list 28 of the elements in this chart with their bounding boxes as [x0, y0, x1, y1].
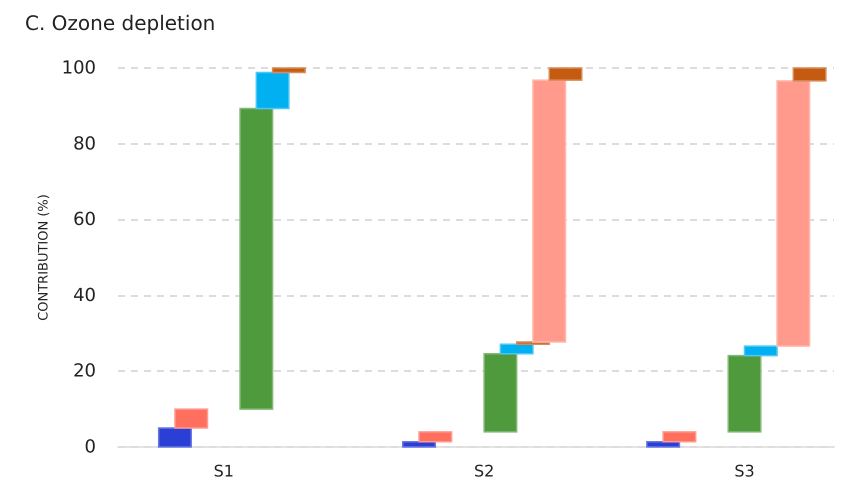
- x-tick-label: S2: [474, 462, 494, 480]
- bar: [792, 67, 827, 82]
- bar: [272, 67, 306, 74]
- bar: [483, 353, 518, 433]
- x-tick-label: S3: [734, 462, 755, 480]
- x-tick-label: S1: [214, 462, 234, 480]
- bar: [776, 80, 810, 347]
- y-tick-label: 0: [84, 436, 96, 458]
- bar: [727, 354, 762, 433]
- y-tick-label: 60: [73, 209, 96, 230]
- bar: [548, 67, 583, 81]
- y-tick-label: 80: [73, 133, 96, 154]
- bar: [158, 427, 192, 448]
- bar: [646, 440, 680, 448]
- y-tick-label: 100: [62, 58, 96, 78]
- bar: [174, 408, 208, 429]
- bar: [500, 344, 534, 355]
- y-axis-title: CONTRIBUTION (%): [36, 194, 52, 321]
- bar: [662, 431, 696, 442]
- y-tick-label: 40: [73, 284, 96, 306]
- bar: [744, 345, 778, 356]
- y-tick-label: 20: [73, 360, 96, 382]
- bar: [532, 79, 566, 343]
- bar: [239, 108, 274, 410]
- bar: [402, 440, 436, 448]
- chart-title: C. Ozone depletion: [25, 11, 216, 35]
- bar: [256, 72, 290, 110]
- bar: [418, 431, 452, 442]
